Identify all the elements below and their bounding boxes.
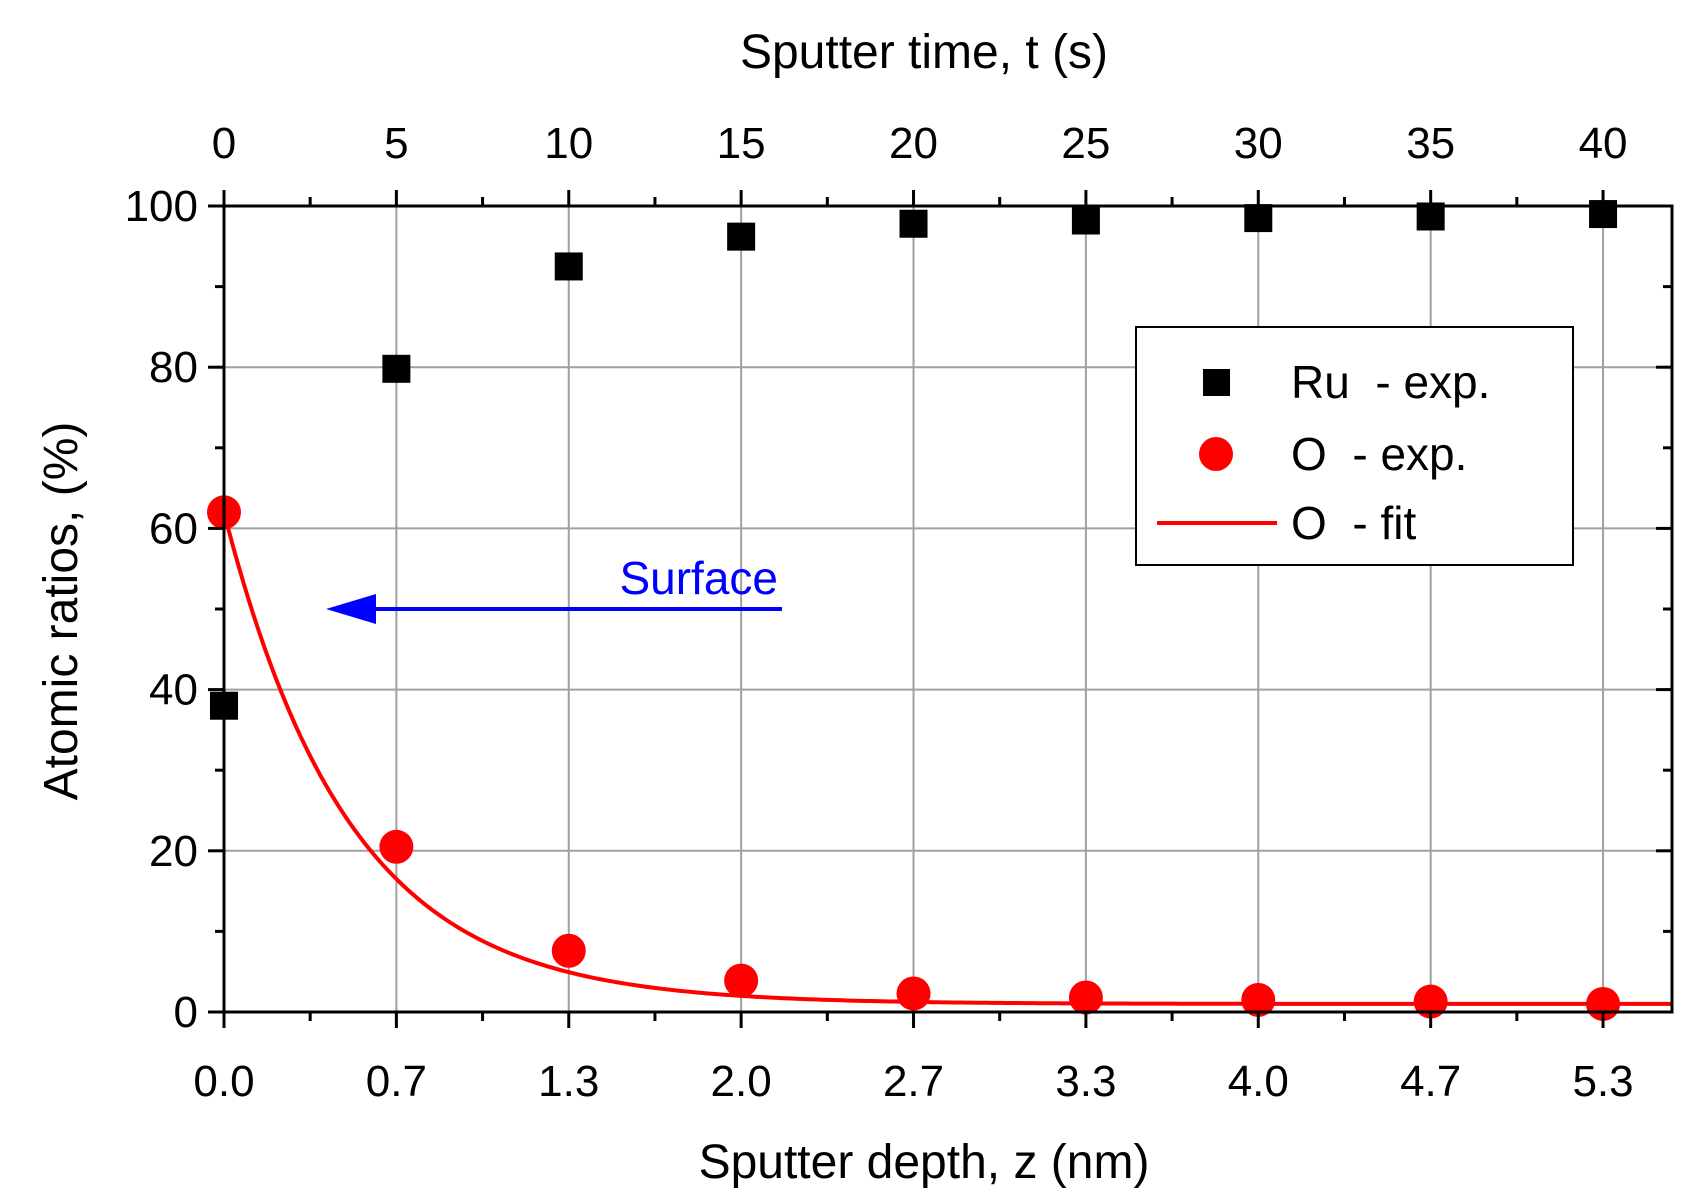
legend: Ru - exp. O - exp. O - fit [1135, 326, 1574, 566]
x-top-tick-label: 35 [1406, 119, 1455, 168]
ru-exp-point [727, 222, 756, 251]
top-axis-title: Sputter time, t (s) [740, 26, 1108, 79]
x-top-tick-label: 30 [1234, 119, 1283, 168]
x-top-tick-label: 10 [544, 119, 593, 168]
x-top-tick-label: 25 [1061, 119, 1110, 168]
o-exp-point [379, 829, 414, 864]
x-bottom-tick-label: 3.3 [1055, 1057, 1116, 1106]
surface-arrow-head [326, 594, 376, 624]
o-fit-line [222, 511, 1673, 1006]
ru-exp-point [899, 209, 928, 238]
ticks-layer: 0.0 0.7 1.3 2.0 2.7 3.3 4.0 4.7 5.3 0 5 10 15 20 25 30 3… [125, 119, 1672, 1106]
ru-exp-point [1071, 206, 1100, 235]
x-top-tick-label: 0 [212, 119, 236, 168]
legend-label-o-exp: O - exp. [1291, 428, 1467, 480]
o-exp-point [1413, 984, 1448, 1019]
y-tick-label: 0 [174, 988, 198, 1037]
x-bottom-tick-label: 1.3 [538, 1057, 599, 1106]
y-tick-label: 80 [149, 343, 198, 392]
y-tick-label: 60 [149, 504, 198, 553]
ru-exp-point [554, 252, 583, 281]
y-tick-label: 20 [149, 827, 198, 876]
y-axis-title: Atomic ratios, (%) [35, 422, 88, 801]
x-top-tick-label: 15 [717, 119, 766, 168]
x-top-tick-label: 5 [384, 119, 408, 168]
x-bottom-tick-label: 2.7 [883, 1057, 944, 1106]
o-exp-point [724, 963, 759, 998]
o-exp-point [551, 933, 586, 968]
ru-exp-point [1244, 204, 1273, 233]
x-bottom-tick-label: 0.0 [193, 1057, 254, 1106]
x-bottom-tick-label: 0.7 [366, 1057, 427, 1106]
x-top-tick-label: 40 [1579, 119, 1628, 168]
surface-annotation: Surface [326, 552, 782, 624]
x-bottom-tick-label: 4.0 [1228, 1057, 1289, 1106]
y-tick-label: 100 [125, 182, 198, 231]
y-tick-label: 40 [149, 666, 198, 715]
o-exp-point [1241, 982, 1276, 1017]
ru-exp-point [382, 354, 411, 383]
x-bottom-tick-label: 5.3 [1572, 1057, 1633, 1106]
bottom-axis-title: Sputter depth, z (nm) [699, 1136, 1150, 1189]
o-exp-point [896, 976, 931, 1011]
o-exp-point [1068, 980, 1103, 1015]
legend-marker-o-exp [1199, 437, 1233, 471]
legend-label-o-fit: O - fit [1291, 497, 1416, 549]
legend-label-ru: Ru - exp. [1291, 356, 1490, 408]
x-top-tick-label: 20 [889, 119, 938, 168]
x-bottom-tick-label: 4.7 [1400, 1057, 1461, 1106]
surface-label: Surface [619, 552, 778, 604]
legend-marker-ru [1203, 369, 1230, 396]
x-bottom-tick-label: 2.0 [711, 1057, 772, 1106]
